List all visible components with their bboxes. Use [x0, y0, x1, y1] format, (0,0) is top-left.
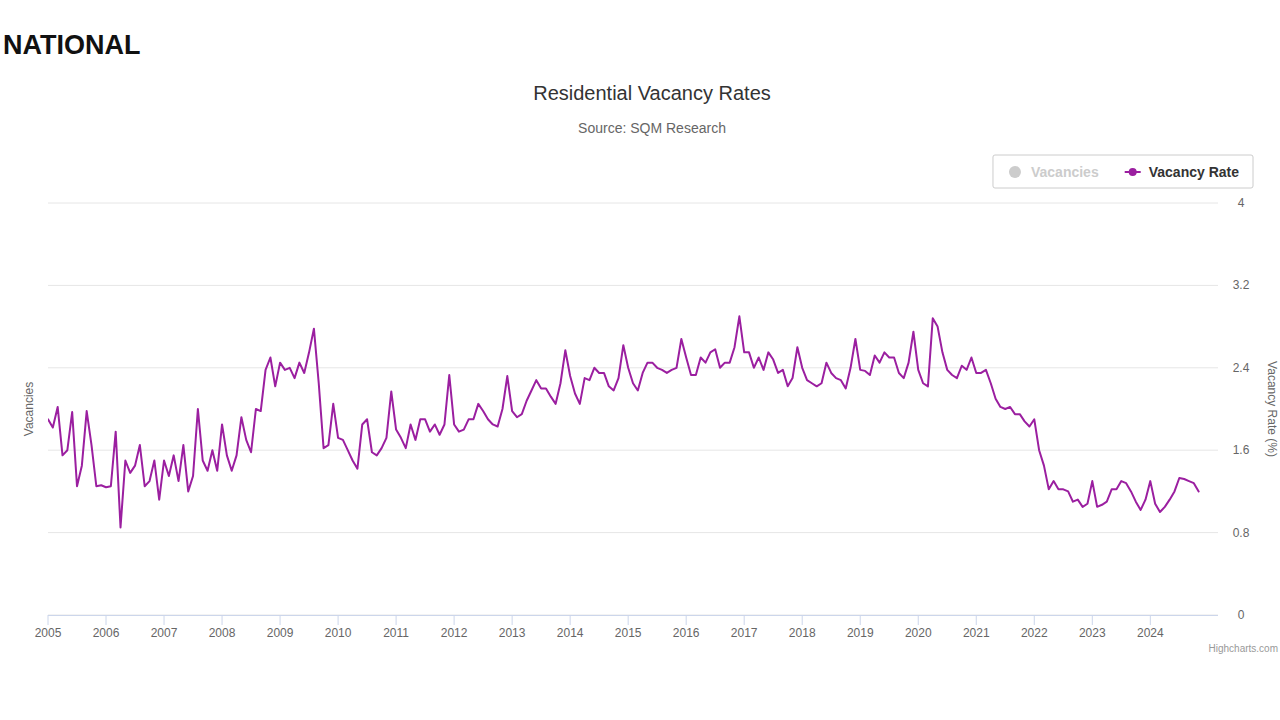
- x-tick-label: 2018: [789, 626, 816, 640]
- legend: Vacancies Vacancy Rate: [993, 155, 1253, 188]
- credits: Highcharts.com: [1209, 643, 1278, 654]
- heading: NATIONAL: [3, 30, 140, 60]
- x-tick: [628, 615, 629, 625]
- legend-box: [993, 155, 1253, 188]
- x-tick: [338, 615, 339, 625]
- x-tick-label: 2005: [35, 626, 62, 640]
- x-tick-label: 2008: [209, 626, 236, 640]
- y-axis-title: Vacancies: [22, 382, 36, 436]
- y2-tick-label: 2.4: [1233, 361, 1250, 375]
- legend-label: Vacancy Rate: [1149, 164, 1239, 180]
- x-tick: [744, 615, 745, 625]
- grid-line: [48, 367, 1218, 368]
- y2-tick-label: 3.2: [1233, 278, 1250, 292]
- legend-label: Vacancies: [1031, 164, 1099, 180]
- x-tick: [454, 615, 455, 625]
- x-tick-label: 2023: [1079, 626, 1106, 640]
- x-tick: [860, 615, 861, 625]
- x-tick-label: 2011: [383, 626, 409, 640]
- x-tick: [280, 615, 281, 625]
- legend-item[interactable]: Vacancy Rate: [1125, 164, 1239, 180]
- x-tick: [686, 615, 687, 625]
- grid-line: [48, 450, 1218, 451]
- x-tick: [570, 615, 571, 625]
- legend-symbol: [1129, 168, 1137, 176]
- legend-symbol: [1009, 166, 1021, 178]
- x-tick-label: 2012: [441, 626, 468, 640]
- x-tick: [222, 615, 223, 625]
- x-tick: [976, 615, 977, 625]
- x-tick-label: 2017: [731, 626, 758, 640]
- x-tick-label: 2020: [905, 626, 932, 640]
- x-tick: [918, 615, 919, 625]
- title: Residential Vacancy Rates: [533, 82, 771, 104]
- series-line: [48, 316, 1199, 527]
- x-tick-label: 2015: [615, 626, 642, 640]
- x-tick: [802, 615, 803, 625]
- x-tick-label: 2016: [673, 626, 700, 640]
- x-tick-label: 2007: [151, 626, 178, 640]
- x-tick-label: 2019: [847, 626, 874, 640]
- x-tick-label: 2013: [499, 626, 526, 640]
- grid-line: [48, 203, 1218, 204]
- x-axis-line: [48, 615, 1218, 616]
- x-tick-label: 2022: [1021, 626, 1048, 640]
- plot-area: [48, 316, 1199, 527]
- grid-line: [48, 532, 1218, 533]
- legend-item[interactable]: Vacancies: [1009, 164, 1099, 180]
- subtitle: Source: SQM Research: [578, 120, 726, 136]
- y2-tick-label: 0: [1238, 608, 1245, 622]
- grid-line: [48, 615, 1218, 616]
- x-tick: [396, 615, 397, 625]
- y2-tick-label: 1.6: [1233, 443, 1250, 457]
- x-tick-label: 2024: [1137, 626, 1164, 640]
- x-tick: [1034, 615, 1035, 625]
- x-tick-label: 2006: [93, 626, 120, 640]
- x-tick: [106, 615, 107, 625]
- y2-tick-label: 0.8: [1233, 526, 1250, 540]
- x-tick: [164, 615, 165, 625]
- y2-axis-title: Vacancy Rate (%): [1265, 361, 1279, 457]
- x-tick: [1092, 615, 1093, 625]
- x-tick: [1150, 615, 1151, 625]
- y2-tick-label: 4: [1238, 196, 1245, 210]
- x-tick: [512, 615, 513, 625]
- grid-line: [48, 285, 1218, 286]
- x-tick: [48, 615, 49, 625]
- x-tick-label: 2009: [267, 626, 294, 640]
- x-tick-label: 2021: [963, 626, 990, 640]
- x-tick-label: 2014: [557, 626, 584, 640]
- x-tick-label: 2010: [325, 626, 352, 640]
- chart: NATIONAL Residential Vacancy Rates Source:…: [0, 0, 1280, 720]
